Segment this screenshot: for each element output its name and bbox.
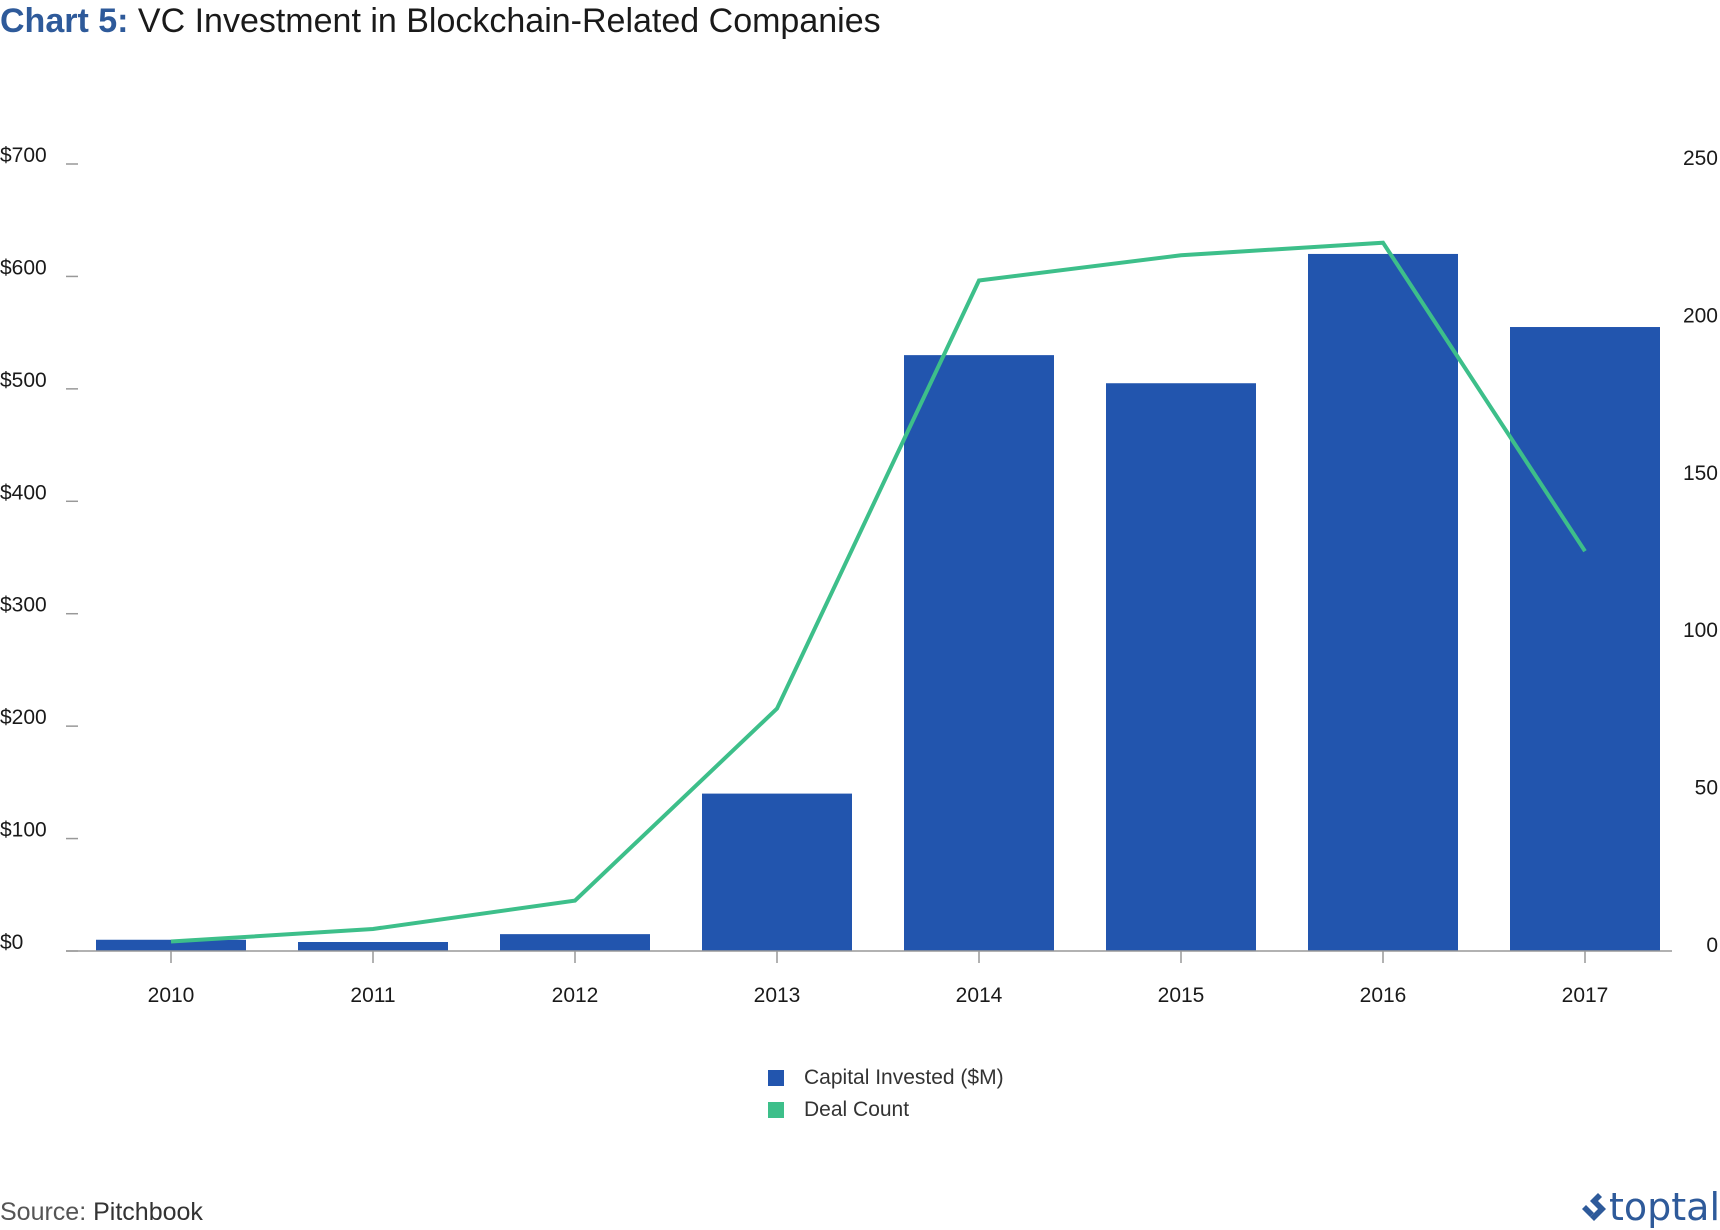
y-left-tick-label-700: $700: [0, 144, 47, 167]
legend-label-capital: Capital Invested ($M): [804, 1066, 1004, 1089]
legend-item-capital: Capital Invested ($M): [768, 1062, 1004, 1094]
bar-2016: [1308, 253, 1458, 951]
x-tick-label-2016: 2016: [1360, 984, 1407, 1007]
x-tick-label-2011: 2011: [350, 984, 395, 1007]
chart-title-prefix: Chart 5:: [0, 2, 129, 40]
legend-swatch-deal-count: [768, 1102, 784, 1118]
chart-title-main: VC Investment in Blockchain-Related Comp…: [137, 2, 881, 40]
y-left-tick-label-400: $400: [0, 481, 47, 504]
bar-2011: [298, 942, 448, 951]
bar-2012: [500, 934, 650, 951]
source-note: Source: Pitchbook: [0, 1198, 203, 1227]
y-left-tick-label-0: $0: [0, 931, 23, 954]
y-right-tick-label-0: 0: [1706, 934, 1718, 957]
x-tick-label-2014: 2014: [956, 984, 1003, 1007]
source-label: Source:: [0, 1198, 87, 1226]
deal-count-line: [170, 240, 1587, 944]
legend-label-deal-count: Deal Count: [804, 1098, 910, 1121]
y-left-tick-label-100: $100: [0, 819, 47, 842]
legend-item-deal-count: Deal Count: [768, 1094, 1004, 1126]
y-right-tick-label-100: 100: [1683, 619, 1718, 642]
x-tick-label-2015: 2015: [1158, 984, 1205, 1007]
chart-legend: Capital Invested ($M) Deal Count: [768, 1062, 1004, 1126]
y-right-tick-label-250: 250: [1683, 147, 1718, 170]
x-tick-label-2012: 2012: [552, 984, 599, 1007]
bar-2010: [96, 939, 246, 951]
y-right-tick-label-150: 150: [1683, 462, 1718, 485]
source-value: Pitchbook: [93, 1198, 203, 1226]
toptal-diamond-icon: [1581, 1189, 1606, 1221]
bar-2017: [1510, 327, 1660, 951]
y-left-tick-label-300: $300: [0, 594, 47, 617]
bar-2015: [1106, 383, 1256, 951]
legend-swatch-capital: [768, 1070, 784, 1086]
y-right-tick-label-50: 50: [1695, 777, 1718, 800]
y-left-tick-label-600: $600: [0, 256, 47, 279]
toptal-logo: toptal: [1581, 1185, 1720, 1229]
x-tick-label-2010: 2010: [148, 984, 195, 1007]
x-tick-label-2013: 2013: [754, 984, 801, 1007]
bar-2014: [904, 355, 1054, 952]
toptal-logo-text: toptal: [1608, 1185, 1720, 1229]
chart-title: Chart 5: VC Investment in Blockchain-Rel…: [0, 2, 881, 41]
y-left-tick-label-500: $500: [0, 369, 47, 392]
y-left-tick-label-200: $200: [0, 706, 47, 729]
y-right-tick-label-200: 200: [1683, 304, 1718, 327]
x-tick-label-2017: 2017: [1562, 984, 1609, 1007]
bar-2013: [702, 793, 852, 951]
